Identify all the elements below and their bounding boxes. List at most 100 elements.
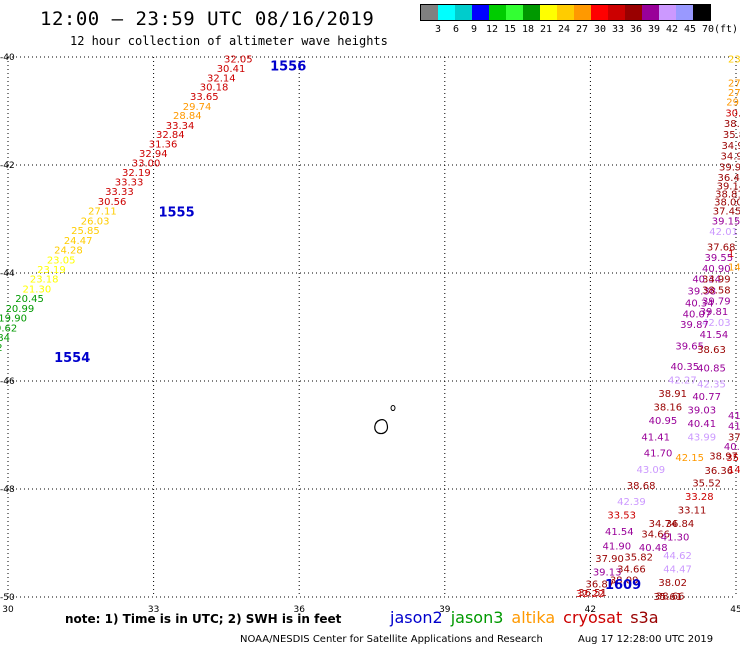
- wave-height-value: 42.01: [709, 227, 738, 238]
- wave-height-value: 39.15: [712, 216, 740, 227]
- legend-label: 3: [434, 24, 442, 35]
- satellite-name: altika: [511, 608, 556, 627]
- units-note: note: 1) Time is in UTC; 2) SWH is in fe…: [65, 612, 342, 626]
- satellite-name: s3a: [630, 608, 659, 627]
- legend-label: 24: [557, 24, 571, 35]
- legend-swatch: [421, 5, 438, 20]
- legend-label: 21: [539, 24, 553, 35]
- wave-height-value: 32.22: [576, 589, 605, 600]
- wave-height-value: 33.00: [132, 159, 161, 170]
- wave-height-value: 33.11: [678, 505, 707, 516]
- wave-height-value: 33.28: [685, 492, 714, 503]
- satellite-name: cryosat: [563, 608, 623, 627]
- wave-height-value: 38.16: [653, 403, 682, 414]
- wave-height-legend: 3 6 9 12 15 18 21 24 27 30 33 36 39 42 45 70 (ft): [420, 4, 738, 35]
- lat-tick-label: -44: [0, 269, 15, 279]
- legend-label: 27: [575, 24, 589, 35]
- wave-height-value: 38.00: [714, 198, 740, 209]
- lon-tick-label: 36: [293, 605, 305, 615]
- wave-height-value: 39.55: [704, 253, 733, 264]
- wave-height-value: 33.34: [166, 121, 195, 132]
- wave-height-value: 39.65: [675, 342, 704, 353]
- wave-height-value: 42.03: [702, 318, 731, 329]
- wave-height-value: 35.52: [692, 478, 721, 489]
- wave-height-value: 38.66: [656, 592, 685, 603]
- wave-height-value: 38.63: [697, 345, 726, 356]
- legend-swatch: [438, 5, 455, 20]
- wave-height-value: 30.56: [98, 197, 127, 208]
- lon-tick-label: 42: [585, 605, 596, 615]
- wave-height-value: 39.14: [717, 181, 740, 192]
- wave-height-value: 37.68: [707, 242, 736, 253]
- wave-height-value: 35.89: [723, 130, 740, 141]
- wave-height-value: 39.87: [680, 320, 709, 331]
- wave-height-value: 42.35: [697, 379, 726, 390]
- wave-height-value: 1: [728, 249, 734, 260]
- legend-swatch: [472, 5, 489, 20]
- wave-height-value: 40.95: [649, 416, 678, 427]
- wave-height-value: 1438: [728, 465, 740, 476]
- wave-height-value: 39.03: [687, 405, 716, 416]
- wave-height-value: 20.99: [6, 304, 35, 315]
- credit-line: NOAA/NESDIS Center for Satellite Applica…: [240, 634, 543, 645]
- lon-tick-label: 30: [2, 605, 14, 615]
- legend-swatch: [489, 5, 506, 20]
- wave-height-value: 38.02: [658, 578, 687, 589]
- wave-height-value: 23.18: [30, 275, 59, 286]
- lon-tick-label: 33: [148, 605, 159, 615]
- wave-height-value: 34.99: [702, 275, 731, 286]
- legend-labels: 3 6 9 12 15 18 21 24 27 30 33 36 39 42 45 70 (ft): [420, 24, 740, 36]
- satellite-name: jason3: [450, 608, 504, 627]
- legend-label: 15: [503, 24, 517, 35]
- wave-height-value: 1423: [728, 262, 740, 273]
- satellite-name: jason2: [390, 608, 443, 627]
- wave-height-value: 34.66: [617, 565, 646, 576]
- wave-height-value: 40.34: [692, 275, 721, 286]
- legend-label: 30: [593, 24, 607, 35]
- wave-height-value: 20.45: [15, 294, 44, 305]
- wave-height-value: 24.47: [64, 236, 93, 247]
- wave-height-value: 38.91: [658, 389, 687, 400]
- wave-height-value: 35.33: [726, 453, 740, 464]
- wave-height-value: 27.11: [88, 207, 117, 218]
- wave-height-value: 32.05: [224, 54, 253, 65]
- wave-height-value: 30.18: [200, 82, 229, 93]
- legend-label: 12: [485, 24, 499, 35]
- wave-height-value: 32.94: [139, 149, 168, 160]
- lat-tick-label: -40: [0, 53, 15, 63]
- lat-tick-label: -46: [0, 377, 15, 387]
- legend-label: 42: [665, 24, 679, 35]
- legend-swatch: [591, 5, 608, 20]
- wave-height-value: 40.28: [724, 442, 740, 453]
- legend-label: 6: [452, 24, 460, 35]
- wave-height-value: 26.03: [81, 216, 110, 227]
- wave-height-value: 38.09: [610, 576, 639, 587]
- lon-tick-label: 45: [730, 605, 740, 615]
- wave-height-value: 40.07: [683, 309, 712, 320]
- wave-height-value: 38.97: [709, 451, 738, 462]
- wave-height-value: 34.93: [721, 141, 740, 152]
- lon-tick-label: 39: [439, 605, 451, 615]
- wave-height-value: 33.33: [105, 187, 134, 198]
- wave-height-value: 33.33: [115, 178, 144, 189]
- legend-swatch: [557, 5, 574, 20]
- wave-height-value: 34.66: [641, 530, 670, 541]
- wave-height-value: 27.77: [728, 79, 740, 90]
- wave-height-value: 41.30: [661, 532, 690, 543]
- wave-height-value: 38.58: [702, 286, 731, 297]
- pass-time-label: 1609: [605, 578, 641, 593]
- wave-height-value: 39.79: [702, 296, 731, 307]
- wave-height-value: 34.74: [649, 519, 678, 530]
- wave-height-value: 36.36: [704, 466, 733, 477]
- wave-height-value: 30.15: [725, 108, 740, 119]
- generated-timestamp: Aug 17 12:28:00 UTC 2019: [578, 634, 714, 645]
- wave-height-value: 40.85: [697, 363, 726, 374]
- legend-label: 45: [683, 24, 697, 35]
- wave-height-value: 37.97: [728, 432, 740, 443]
- legend-label: 36: [629, 24, 643, 35]
- wave-height-value: 40.41: [687, 419, 716, 430]
- wave-height-value: 43.99: [687, 432, 716, 443]
- legend-swatch: [506, 5, 523, 20]
- legend-label: 9: [470, 24, 478, 35]
